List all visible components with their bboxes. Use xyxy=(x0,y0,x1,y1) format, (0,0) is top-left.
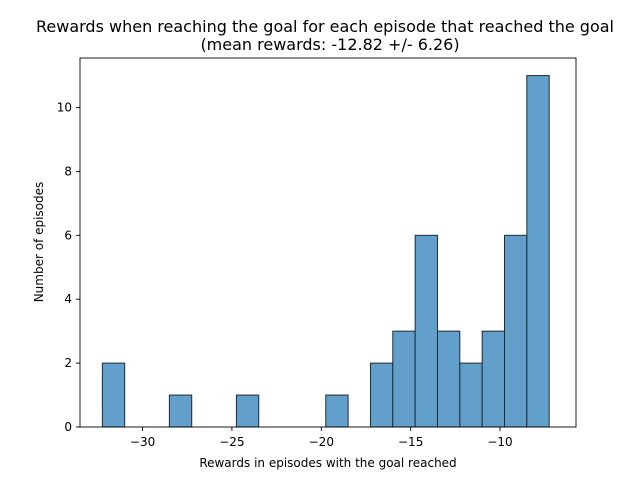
histogram-bar xyxy=(436,330,461,428)
y-tick-label: 0 xyxy=(64,420,72,434)
y-axis-ticks: 0 2 4 6 8 10 xyxy=(57,101,80,434)
x-tick-label: −20 xyxy=(309,435,334,449)
chart-title: Rewards when reaching the goal for each … xyxy=(36,17,614,36)
y-tick-label: 10 xyxy=(57,101,72,115)
histogram-bar xyxy=(168,394,193,428)
y-tick-label: 6 xyxy=(64,228,72,242)
histogram-bar xyxy=(459,362,483,428)
x-axis-ticks: −30 −25 −20 −15 −10 xyxy=(130,427,513,449)
bars-group xyxy=(101,75,550,428)
histogram-bar xyxy=(481,330,506,428)
histogram-bar xyxy=(526,75,550,428)
y-tick-label: 4 xyxy=(64,292,72,306)
y-tick-label: 2 xyxy=(64,356,72,370)
x-tick-label: −30 xyxy=(130,435,155,449)
x-axis-label: Rewards in episodes with the goal reache… xyxy=(199,456,456,470)
plot-frame xyxy=(79,57,577,428)
histogram-bar xyxy=(414,234,438,428)
x-tick-label: −25 xyxy=(219,435,244,449)
histogram-bar xyxy=(325,394,349,428)
y-tick-label: 8 xyxy=(64,164,72,178)
chart-subtitle: (mean rewards: -12.82 +/- 6.26) xyxy=(200,35,459,54)
histogram-bar xyxy=(369,362,394,428)
histogram-bar xyxy=(235,394,260,428)
histogram-bar xyxy=(504,234,528,428)
histogram-bar xyxy=(101,362,126,428)
x-tick-label: −10 xyxy=(487,435,512,449)
histogram-bar xyxy=(392,330,416,428)
x-tick-label: −15 xyxy=(398,435,423,449)
y-axis-label: Number of episodes xyxy=(32,182,46,303)
